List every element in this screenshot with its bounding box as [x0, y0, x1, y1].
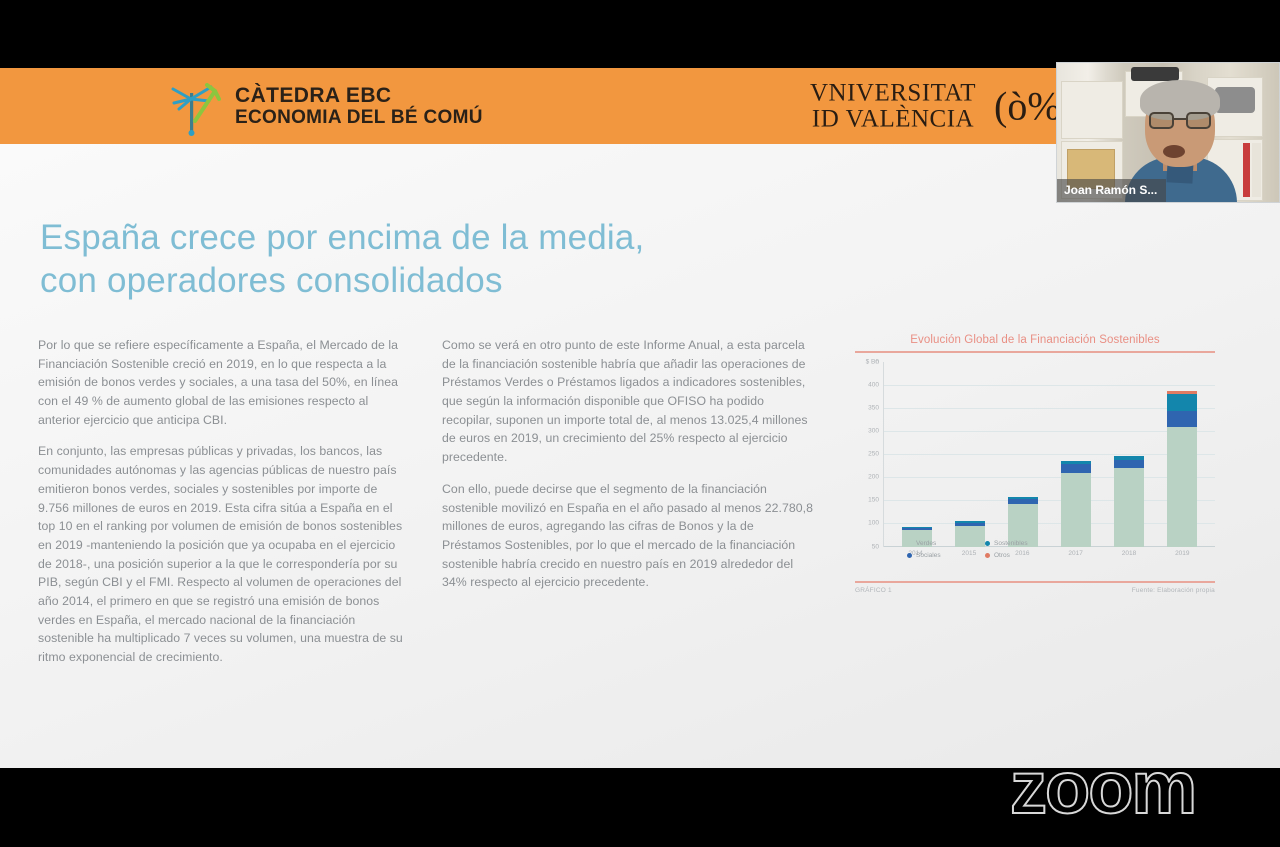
bar-segment-otros	[1167, 390, 1198, 394]
bar-segment-sostenibles	[1061, 461, 1092, 465]
x-axis: 2014 2015 2016 2017 2018 2019	[883, 550, 1215, 564]
legend-swatch	[985, 553, 990, 558]
x-axis-tick: 2016	[1015, 549, 1030, 557]
bar-segment-sociales	[1061, 464, 1092, 473]
bar-segment-sociales	[901, 527, 932, 530]
axis-baseline	[884, 545, 1215, 547]
participant-name-label: Joan Ramón S...	[1057, 179, 1167, 202]
bar-segment-sociales	[954, 523, 985, 527]
legend-swatch	[985, 541, 990, 546]
shelf-object	[1215, 87, 1255, 113]
bar-stack	[1007, 362, 1038, 547]
y-axis-tick: 200	[868, 473, 879, 481]
bar-segment-sostenibles	[954, 521, 985, 524]
glasses-icon	[1149, 112, 1211, 129]
university-brand: VNIVERSITAT ID VALÈNCIA (ò%)	[810, 79, 1074, 132]
bar-group	[884, 362, 1215, 547]
legend-label: Otros	[994, 552, 1010, 559]
y-axis-tick: 100	[868, 519, 879, 527]
y-axis-tick: 0	[875, 358, 879, 365]
slide-title-line2: con operadores consolidados	[40, 260, 503, 300]
gridline	[884, 500, 1215, 502]
y-axis-tick: 250	[868, 450, 879, 458]
zoom-watermark: zoom	[1009, 746, 1198, 829]
bar-segment-verdes	[1007, 503, 1038, 547]
university-name-line2: ID VALÈNCIA	[811, 105, 975, 132]
chart-number-caption: GRÁFICO 1	[855, 587, 892, 594]
gridline	[884, 477, 1215, 479]
brand-title: CÀTEDRA EBC	[235, 83, 392, 107]
bar-segment-sostenibles	[1167, 393, 1198, 412]
chart-source-caption: Fuente: Elaboración propia	[1131, 587, 1215, 594]
chart-legend: Verdes Sostenibles Sociales Otros	[907, 540, 1075, 559]
book-spine	[1252, 143, 1261, 197]
book-spine	[1243, 143, 1250, 197]
body-column-1: Por lo que se refiere específicamente a …	[38, 336, 410, 680]
legend-item-sostenibles: Sostenibles	[985, 540, 1075, 547]
legend-item-verdes: Verdes	[907, 540, 985, 547]
bar-segment-sociales	[1007, 499, 1038, 504]
bar-segment-sostenibles	[901, 526, 932, 528]
chart-plot: $ Bn 400 350 300 250 200 150 100 50 0 2014 2015 201…	[855, 358, 1215, 557]
bar-segment-verdes	[954, 526, 985, 547]
plot-area	[883, 361, 1215, 547]
mouth	[1163, 145, 1185, 158]
chart-title: Evolución Global de la Financiación Sost…	[910, 334, 1160, 346]
gridline	[884, 384, 1215, 386]
y-axis-tick: 150	[868, 496, 879, 504]
bar-segment-verdes	[1167, 427, 1198, 547]
chart-top-rule	[855, 351, 1215, 353]
x-axis-tick: 2017	[1068, 549, 1083, 557]
x-axis-tick: 2015	[961, 549, 977, 557]
slide-title-line1: España crece por encima de la media,	[40, 218, 645, 257]
gridline	[884, 430, 1215, 432]
x-axis-tick: 2019	[1175, 549, 1190, 557]
palm-leaf-logo-icon	[165, 75, 221, 137]
y-axis-tick: 350	[868, 404, 879, 412]
bar-segment-verdes	[1114, 467, 1145, 547]
gridline	[884, 523, 1215, 525]
legend-label: Sociales	[916, 552, 941, 559]
x-axis-tick: 2014	[908, 549, 923, 557]
legend-swatch	[907, 541, 912, 546]
shelf-object	[1131, 67, 1179, 81]
bar-stack	[1167, 362, 1198, 547]
bar-segment-verdes	[1061, 472, 1092, 547]
chart-panel: Evolución Global de la Financiación Sost…	[855, 334, 1215, 630]
bar-segment-sociales	[1167, 411, 1198, 428]
body-column-2: Como se verá en otro punto de este Infor…	[442, 336, 814, 605]
university-name-line1: VNIVERSITAT	[810, 79, 976, 107]
y-axis: $ Bn 400 350 300 250 200 150 100 50 0	[855, 358, 881, 550]
chart-bottom-rule	[855, 581, 1215, 583]
legend-swatch	[907, 553, 912, 558]
catedra-brand: CÀTEDRA EBC ECONOMIA DEL BÉ COMÚ	[165, 75, 483, 137]
bar-stack	[954, 362, 985, 547]
x-axis-tick: 2018	[1121, 549, 1137, 557]
bar-stack	[901, 362, 932, 547]
y-axis-tick: 400	[868, 381, 879, 389]
y-axis-tick: 50	[871, 543, 879, 550]
slide-title: España crece por encima de la media, con…	[40, 217, 644, 302]
paragraph: Por lo que se refiere específicamente a …	[38, 338, 399, 427]
shelf-cell	[1061, 81, 1123, 139]
paragraph: Como se verá en otro punto de este Infor…	[442, 338, 808, 465]
bar-segment-sociales	[1114, 460, 1145, 468]
paragraph: Con ello, puede decirse que el segmento …	[442, 481, 813, 590]
legend-label: Verdes	[916, 540, 937, 547]
legend-item-otros: Otros	[985, 552, 1075, 559]
participant-video-tile[interactable]: Joan Ramón S...	[1056, 62, 1280, 203]
gridline	[884, 407, 1215, 409]
bar-stack	[1061, 362, 1092, 547]
y-axis-tick: $ Bn	[865, 358, 879, 365]
y-axis-tick: 300	[868, 427, 879, 435]
bar-segment-sostenibles	[1007, 496, 1038, 500]
legend-item-sociales: Sociales	[907, 552, 985, 559]
bar-segment-sostenibles	[1114, 456, 1145, 461]
paragraph: En conjunto, las empresas públicas y pri…	[38, 444, 403, 664]
brand-subtitle: ECONOMIA DEL BÉ COMÚ	[235, 107, 483, 129]
gridline	[884, 454, 1215, 455]
bar-stack	[1114, 362, 1145, 547]
legend-label: Sostenibles	[994, 540, 1028, 547]
